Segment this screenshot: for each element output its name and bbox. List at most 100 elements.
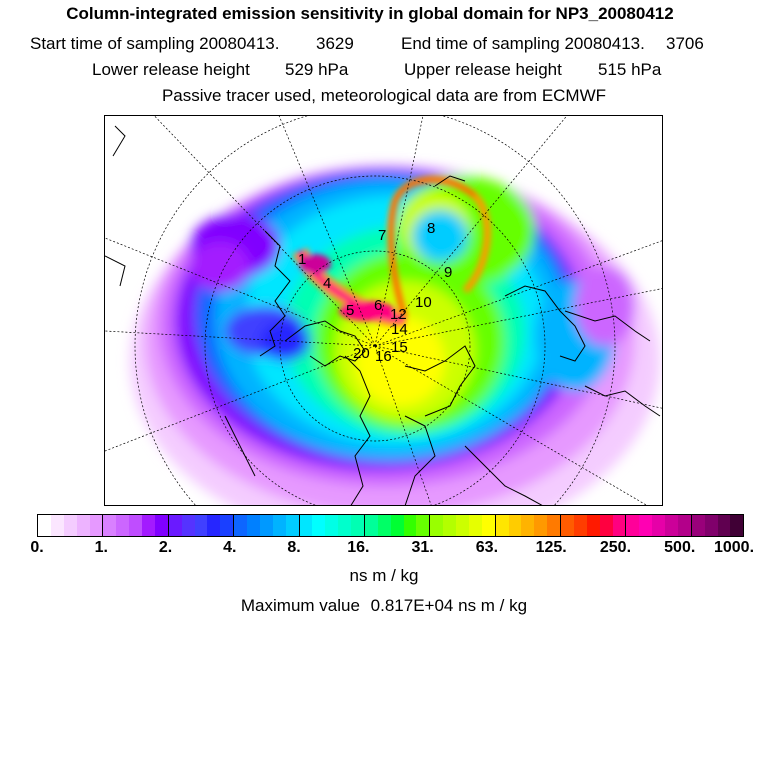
colorbar-swatch — [325, 515, 339, 536]
colorbar-tick-label: 125. — [535, 539, 567, 556]
colorbar-swatch — [547, 515, 560, 536]
colorbar-swatch — [443, 515, 456, 536]
colorbar-swatch — [625, 515, 640, 536]
colorbar-swatch — [194, 515, 208, 536]
colorbar-tick-label: 500. — [664, 539, 696, 556]
colorbar-swatch — [247, 515, 260, 536]
track-label-14: 14 — [391, 321, 408, 338]
colorbar-swatch — [76, 515, 90, 536]
colorbar-tick-label: 0. — [30, 539, 44, 556]
colorbar-swatch — [116, 515, 130, 536]
colorbar-swatch — [665, 515, 678, 536]
colorbar-tick-label: 4. — [223, 539, 237, 556]
colorbar-swatch — [416, 515, 430, 536]
track-label-9: 9 — [444, 264, 452, 281]
colorbar-swatch — [468, 515, 482, 536]
colorbar-tick-label: 16. — [347, 539, 370, 556]
upper-release-value: 515 hPa — [598, 60, 662, 79]
colorbar-swatch — [285, 515, 299, 536]
colorbar-tick-label: 31. — [411, 539, 434, 556]
colorbar-tick-label: 2. — [158, 539, 173, 556]
lower-release-value: 529 hPa — [285, 60, 349, 79]
colorbar-swatch — [390, 515, 404, 536]
colorbar-swatch — [167, 515, 182, 536]
start-time-value: 3629 — [316, 34, 354, 53]
colorbar-swatch — [154, 515, 168, 536]
colorbar-swatch — [599, 515, 613, 536]
end-time-value: 3706 — [666, 34, 704, 53]
track-label-20: 20 — [353, 345, 370, 362]
colorbar-swatch — [494, 515, 509, 536]
colorbar-swatch — [102, 515, 117, 536]
colorbar-tick-label: 250. — [599, 539, 632, 556]
colorbar-tick-label: 1000. — [713, 539, 755, 556]
sensitivity-field — [130, 166, 660, 505]
emission-sensitivity-map: 1 4 5 6 7 8 9 10 12 14 15 20 16 — [104, 115, 663, 506]
track-label-1: 1 — [298, 251, 306, 268]
colorbar-swatch — [429, 515, 444, 536]
max-value: 0.817E+04 — [370, 596, 454, 615]
colorbar-swatch — [38, 515, 51, 536]
colorbar-swatch — [704, 515, 718, 536]
colorbar-swatch — [521, 515, 535, 536]
colorbar-tick-label: 8. — [287, 539, 301, 556]
track-label-4: 4 — [323, 275, 331, 292]
colorbar-swatch — [220, 515, 234, 536]
colorbar-swatch — [403, 515, 417, 536]
plot-title: Column-integrated emission sensitivity i… — [66, 4, 674, 23]
colorbar-swatch — [351, 515, 364, 536]
colorbar-swatch — [560, 515, 574, 536]
colorbar-tick-label: 63. — [475, 539, 499, 556]
colorbar-unit: ns m / kg — [349, 566, 419, 585]
map-graphic: 1 4 5 6 7 8 9 10 12 14 15 20 16 — [105, 116, 662, 505]
colorbar-swatch — [363, 515, 378, 536]
colorbar-tick-label: 1. — [94, 539, 108, 556]
colorbar-swatch — [481, 515, 495, 536]
colorbar-swatch — [639, 515, 653, 536]
colorbar-swatch — [233, 515, 247, 536]
track-label-5: 5 — [346, 302, 354, 319]
lower-release-label: Lower release height — [92, 60, 250, 79]
colorbar-swatch — [612, 515, 626, 536]
colorbar-swatch — [717, 515, 731, 536]
colorbar-swatch — [298, 515, 313, 536]
track-label-7: 7 — [378, 227, 386, 244]
colorbar-swatch — [50, 515, 64, 536]
colorbar-swatch — [377, 515, 391, 536]
model-note: Passive tracer used, meteorological data… — [161, 86, 607, 105]
track-label-8: 8 — [427, 220, 435, 237]
colorbar-swatch — [586, 515, 600, 536]
coastlines — [105, 125, 661, 505]
max-value-unit: ns m / kg — [458, 596, 528, 615]
track-label-15: 15 — [391, 339, 408, 356]
colorbar-swatch — [272, 515, 286, 536]
track-label-16: 16 — [375, 348, 392, 365]
colorbar-swatch — [89, 515, 103, 536]
upper-release-label: Upper release height — [404, 60, 562, 79]
colorbar-swatch — [456, 515, 469, 536]
colorbar-swatch — [652, 515, 665, 536]
colorbar-swatch — [181, 515, 195, 536]
end-time-label: End time of sampling 20080413. — [401, 34, 645, 53]
max-value-label: Maximum value — [240, 596, 360, 615]
colorbar-swatch — [312, 515, 326, 536]
track-labels: 1 4 5 6 7 8 9 10 12 14 15 20 16 — [298, 220, 452, 365]
graticule — [105, 116, 662, 505]
start-time-label: Start time of sampling 20080413. — [30, 34, 280, 53]
plume — [292, 176, 491, 327]
colorbar-swatch — [259, 515, 273, 536]
colorbar-swatch — [508, 515, 522, 536]
colorbar-tick-labels: 0. 1. 2. 4. 8. 16. 31. 63. 125. 250. 500. 1000. — [0, 539, 768, 561]
colorbar-swatch — [142, 515, 155, 536]
colorbar-swatch — [338, 515, 351, 536]
maximum-value-line: Maximum value 0.817E+04 ns m / kg — [0, 596, 768, 616]
colorbar-swatch — [730, 515, 744, 536]
track-label-12: 12 — [390, 306, 407, 323]
track-label-10: 10 — [415, 294, 432, 311]
colorbar-swatch — [677, 515, 691, 536]
colorbar-swatch — [129, 515, 142, 536]
colorbar-swatch — [63, 515, 77, 536]
colorbar-swatch — [534, 515, 548, 536]
colorbar-swatch — [573, 515, 587, 536]
colorbar — [37, 514, 744, 537]
